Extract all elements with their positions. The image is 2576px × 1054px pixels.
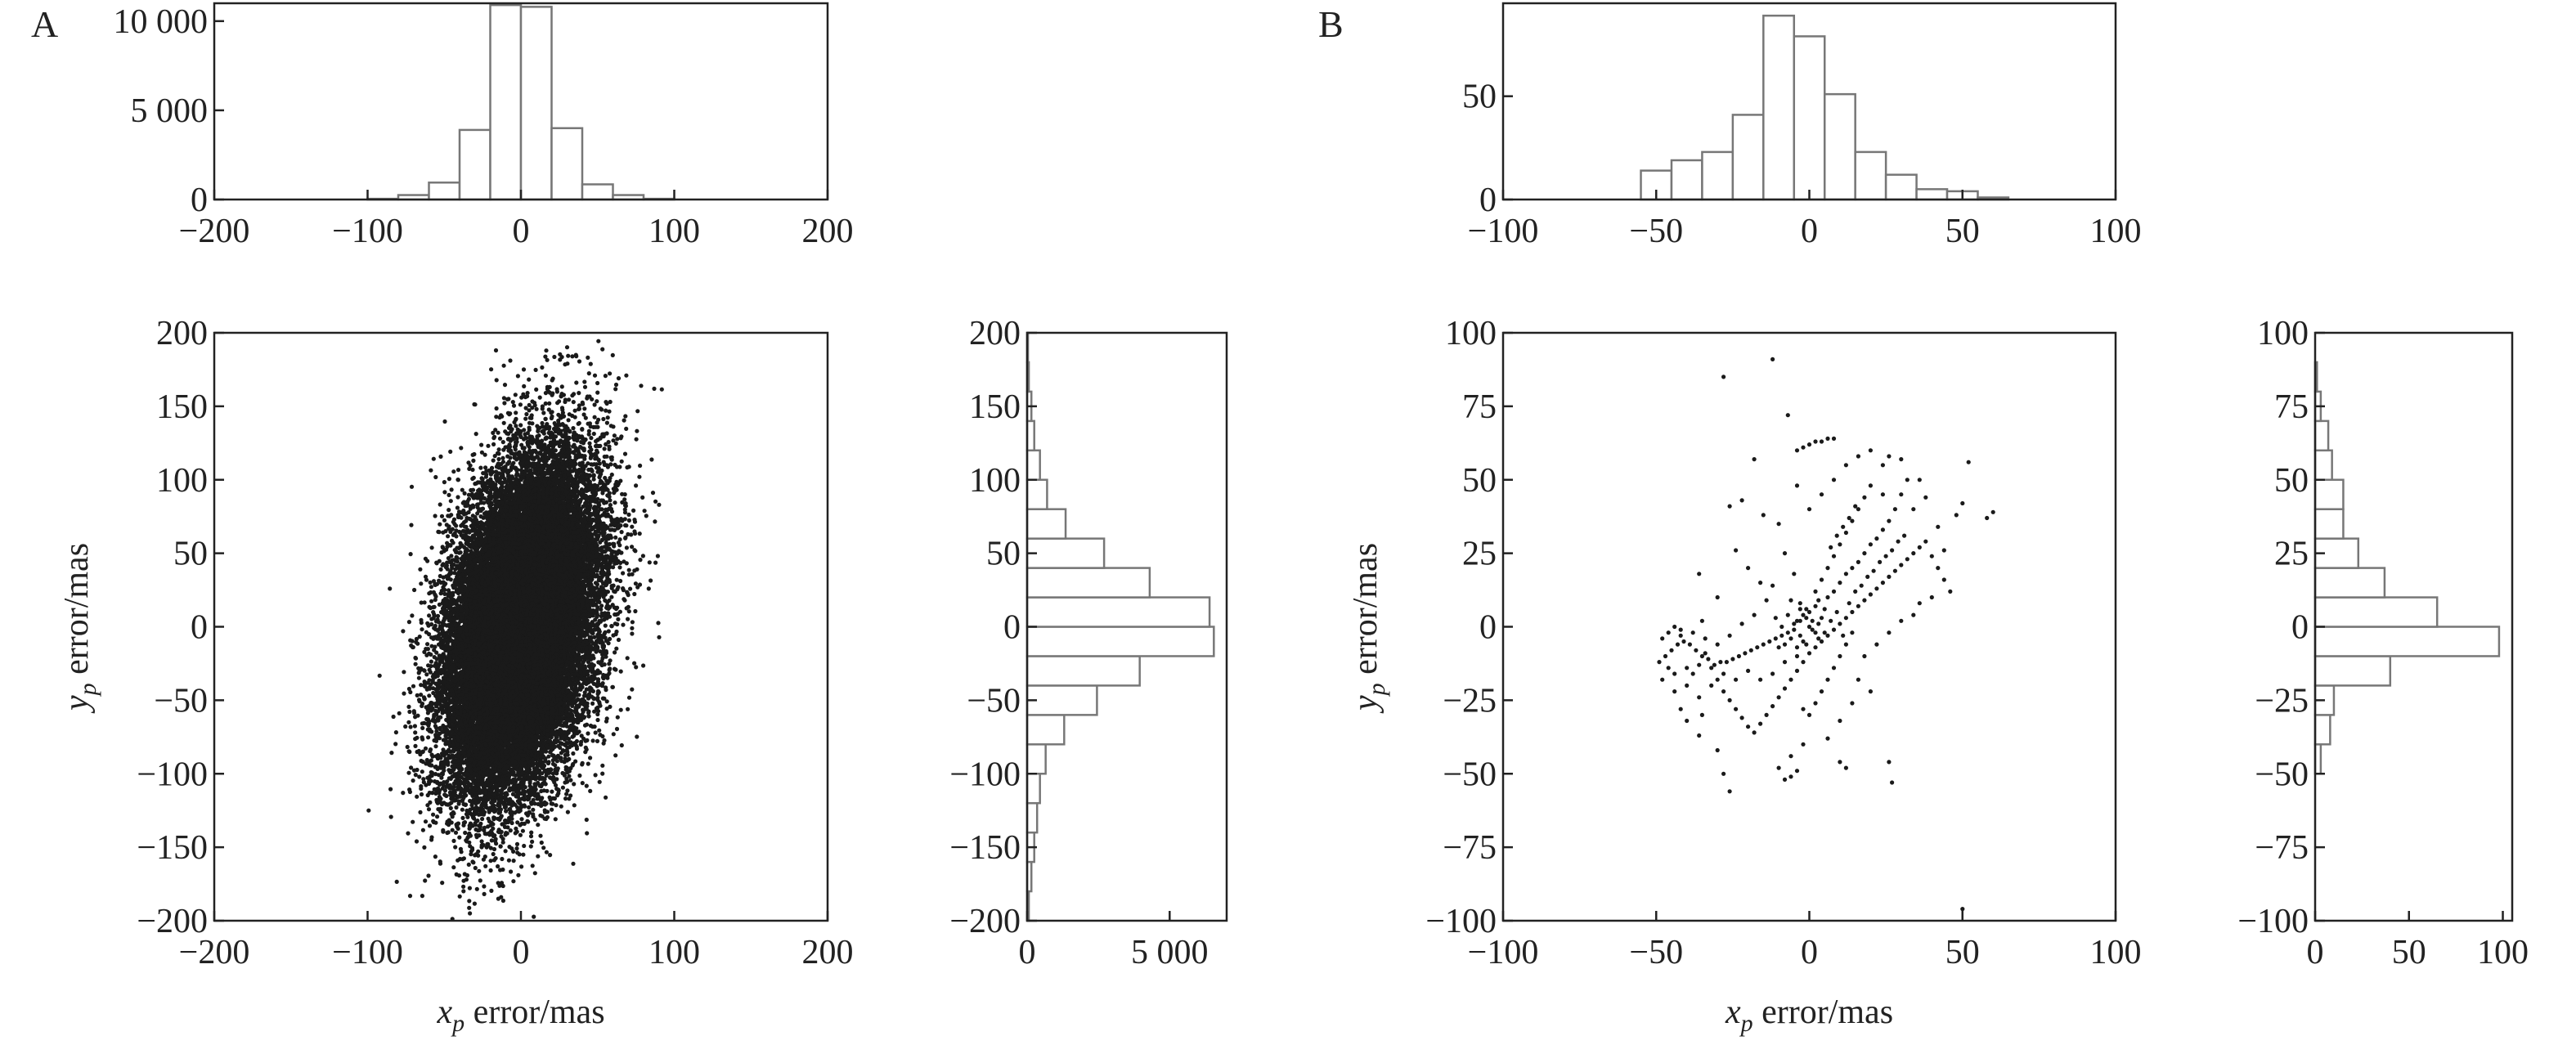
- scatter-a-point: [589, 436, 594, 441]
- scatter-a-point: [656, 621, 661, 626]
- scatter-a-point: [514, 424, 518, 428]
- scatter-a-point: [588, 361, 593, 366]
- scatter-a-point: [427, 613, 432, 618]
- scatter-a-point: [411, 778, 415, 783]
- scatter-a-point: [496, 447, 501, 452]
- scatter-a-point: [616, 637, 622, 643]
- scatter-a-point: [479, 442, 484, 447]
- panel-a: A−200 −100 0 100 200−200−150−100−50050100150…: [31, 2, 1228, 1037]
- scatter-a-point: [454, 805, 459, 810]
- scatter-a-point: [559, 384, 564, 389]
- scatter-a-point: [419, 581, 424, 586]
- scatter-a-point: [500, 440, 505, 445]
- scatter-a-point: [534, 387, 539, 392]
- scatter-a-point: [614, 577, 619, 582]
- scatter-a-point: [635, 428, 640, 433]
- scatter-a-point: [574, 380, 579, 385]
- scatter-a-point: [514, 410, 518, 415]
- scatter-a-point: [532, 871, 537, 876]
- scatter-a-point: [597, 728, 602, 733]
- scatter-a-point: [424, 577, 429, 582]
- scatter-a-point: [635, 734, 640, 739]
- scatter-a-point: [451, 838, 456, 843]
- scatter-a-point: [429, 545, 434, 550]
- scatter-a-point: [494, 406, 499, 411]
- scatter-a-point: [496, 456, 501, 462]
- scatter-a-point: [401, 791, 406, 796]
- scatter-a-point: [435, 814, 440, 819]
- scatter-a-point: [488, 859, 493, 863]
- scatter-a-point: [427, 823, 433, 828]
- scatter-a-point: [591, 431, 596, 437]
- scatter-a-point: [592, 402, 597, 407]
- scatter-a-point: [433, 744, 438, 749]
- scatter-a-point: [537, 395, 542, 400]
- scatter-a-point: [511, 879, 516, 884]
- scatter-a-point: [626, 609, 631, 614]
- scatter-a-point: [637, 474, 642, 479]
- scatter-a-point: [449, 487, 454, 492]
- scatter-a-point: [460, 807, 465, 812]
- scatter-a-point: [460, 815, 465, 821]
- scatter-a-point: [473, 865, 478, 871]
- scatter-a-point: [483, 863, 488, 868]
- scatter-a-point: [431, 812, 436, 817]
- scatter-a-point: [366, 808, 371, 813]
- scatter-a-point: [397, 711, 402, 715]
- scatter-a-point: [402, 670, 406, 675]
- scatter-a-point: [457, 894, 462, 899]
- scatter-a-point: [608, 498, 613, 503]
- scatter-a-point: [631, 508, 636, 514]
- scatter-a-point: [409, 523, 414, 527]
- scatter-a-point: [520, 828, 526, 833]
- scatter-a-point: [582, 690, 587, 695]
- scatter-a-point: [524, 411, 529, 417]
- scatter-a-point: [419, 792, 424, 797]
- scatter-a-point: [423, 878, 428, 883]
- scatter-a-points: [366, 339, 664, 922]
- scatter-a-point: [420, 627, 424, 632]
- panel-a-letter: A: [31, 3, 58, 45]
- scatter-a-point: [539, 840, 544, 845]
- scatter-a-point: [470, 476, 475, 482]
- scatter-a-point: [450, 828, 455, 832]
- scatter-a-point: [494, 415, 499, 419]
- scatter-a-point: [416, 675, 421, 680]
